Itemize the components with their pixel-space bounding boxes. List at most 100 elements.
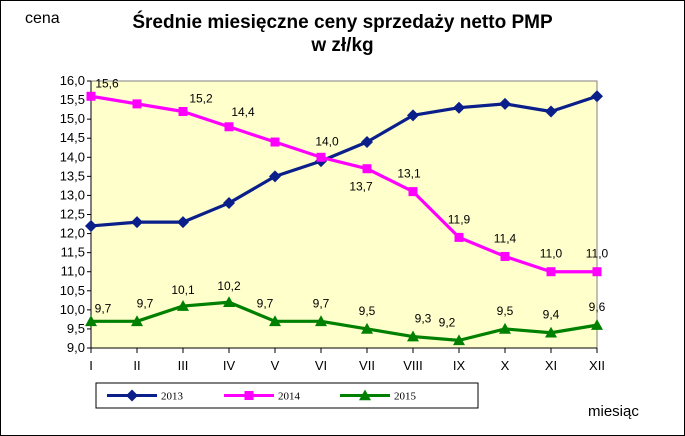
data-label-2015: 9,5 (359, 304, 376, 318)
data-label-2015: 9,3 (415, 312, 432, 326)
data-point-2014 (592, 267, 602, 277)
data-point-2015 (545, 326, 557, 338)
data-point-2013 (85, 219, 97, 232)
data-point-2015 (407, 330, 419, 342)
data-label-2015: 9,7 (95, 301, 112, 315)
data-point-2013 (545, 105, 557, 118)
data-point-2014 (178, 107, 188, 117)
data-label-2014: 15,2 (189, 92, 213, 106)
legend-marker-2013 (126, 389, 138, 402)
data-point-2013 (499, 97, 511, 110)
data-point-2013 (591, 90, 603, 103)
data-point-2015 (361, 322, 373, 334)
data-point-2014 (270, 137, 280, 147)
legend-label-2013: 2013 (161, 391, 184, 403)
data-point-2014 (546, 267, 556, 277)
x-tick-label: IX (453, 358, 466, 373)
data-label-2014: 11,0 (586, 247, 609, 261)
data-label-2014: 13,1 (397, 167, 421, 181)
data-point-2014 (362, 164, 372, 174)
y-tick-label: 15,5 (60, 92, 85, 107)
y-tick-label: 11,5 (61, 245, 85, 260)
data-point-2014 (224, 122, 234, 132)
x-tick-label: II (133, 358, 140, 373)
data-point-2013 (361, 136, 373, 149)
y-tick-label: 11,0 (61, 264, 85, 279)
data-label-2014: 13,7 (349, 180, 373, 194)
data-label-2014: 14,0 (315, 134, 339, 148)
data-point-2015 (85, 315, 97, 327)
data-point-2015 (453, 334, 465, 346)
data-point-2013 (453, 101, 465, 114)
data-point-2014 (454, 232, 464, 242)
y-tick-label: 12,5 (60, 207, 85, 222)
data-point-2015 (131, 315, 143, 327)
legend-box (95, 382, 479, 409)
y-tick-label: 14,0 (60, 149, 85, 164)
x-tick-label: X (501, 358, 510, 373)
x-tick-label: VIII (403, 358, 423, 373)
x-axis-label: miesiąc (588, 403, 639, 420)
data-point-2014 (86, 91, 96, 101)
data-label-2015: 9,6 (589, 300, 606, 314)
y-tick-label: 13,5 (60, 168, 85, 183)
data-label-2014: 11,0 (540, 247, 563, 261)
data-point-2013 (131, 216, 143, 229)
data-point-2015 (499, 322, 511, 334)
data-point-2015 (315, 315, 327, 327)
x-tick-label: I (89, 358, 93, 373)
x-tick-label: III (178, 358, 189, 373)
y-tick-label: 15,0 (60, 111, 85, 126)
data-point-2015 (223, 296, 235, 308)
y-tick-label: 12,0 (60, 226, 85, 241)
data-label-2014: 11,4 (494, 231, 517, 245)
x-tick-label: V (271, 358, 280, 373)
data-label-2015: 10,2 (217, 279, 241, 293)
data-label-2015: 10,1 (171, 283, 195, 297)
y-tick-label: 10,5 (60, 283, 85, 298)
data-label-2015: 9,2 (439, 315, 456, 329)
y-axis-label: cena (25, 10, 60, 27)
data-point-2014 (316, 152, 326, 162)
data-point-2014 (132, 99, 142, 109)
data-point-2014 (408, 187, 418, 197)
x-tick-label: VII (359, 358, 375, 373)
data-label-2014: 11,9 (448, 212, 471, 226)
series-line-2013 (90, 94, 598, 228)
chart-title: Średnie miesięczne ceny sprzedaży netto … (132, 12, 553, 33)
legend-marker-2014 (244, 391, 254, 400)
data-point-2015 (591, 319, 603, 330)
data-point-2015 (177, 300, 189, 311)
y-tick-label: 9,5 (67, 321, 85, 336)
data-label-2015: 9,4 (543, 308, 560, 322)
x-tick-label: XII (589, 358, 605, 373)
data-point-2015 (269, 315, 281, 327)
plot-area (90, 80, 598, 349)
legend-marker-2015 (359, 389, 371, 401)
data-point-2013 (269, 170, 281, 183)
data-label-2014: 14,4 (231, 105, 255, 119)
chart-subtitle: w zł/kg (311, 35, 374, 56)
legend-label-2015: 2015 (394, 391, 417, 403)
y-tick-label: 14,5 (60, 130, 85, 145)
data-point-2014 (500, 251, 510, 261)
data-label-2015: 9,7 (257, 296, 274, 310)
data-point-2013 (177, 216, 189, 229)
y-tick-label: 9,0 (67, 340, 85, 355)
data-point-2013 (407, 109, 419, 122)
series-line-2015 (91, 300, 598, 342)
data-label-2015: 9,7 (313, 296, 330, 310)
data-label-2014: 15,6 (95, 76, 119, 90)
x-tick-label: XI (545, 358, 557, 373)
series-line-2014 (90, 94, 597, 274)
data-label-2015: 9,5 (497, 304, 514, 318)
y-tick-label: 16,0 (60, 73, 85, 88)
x-tick-label: IV (223, 358, 236, 373)
y-tick-label: 13,0 (60, 187, 85, 202)
data-point-2013 (223, 197, 235, 210)
x-tick-label: VI (315, 358, 327, 373)
legend-label-2014: 2014 (278, 391, 301, 403)
y-tick-label: 10,0 (60, 302, 85, 317)
data-label-2015: 9,7 (137, 296, 154, 310)
